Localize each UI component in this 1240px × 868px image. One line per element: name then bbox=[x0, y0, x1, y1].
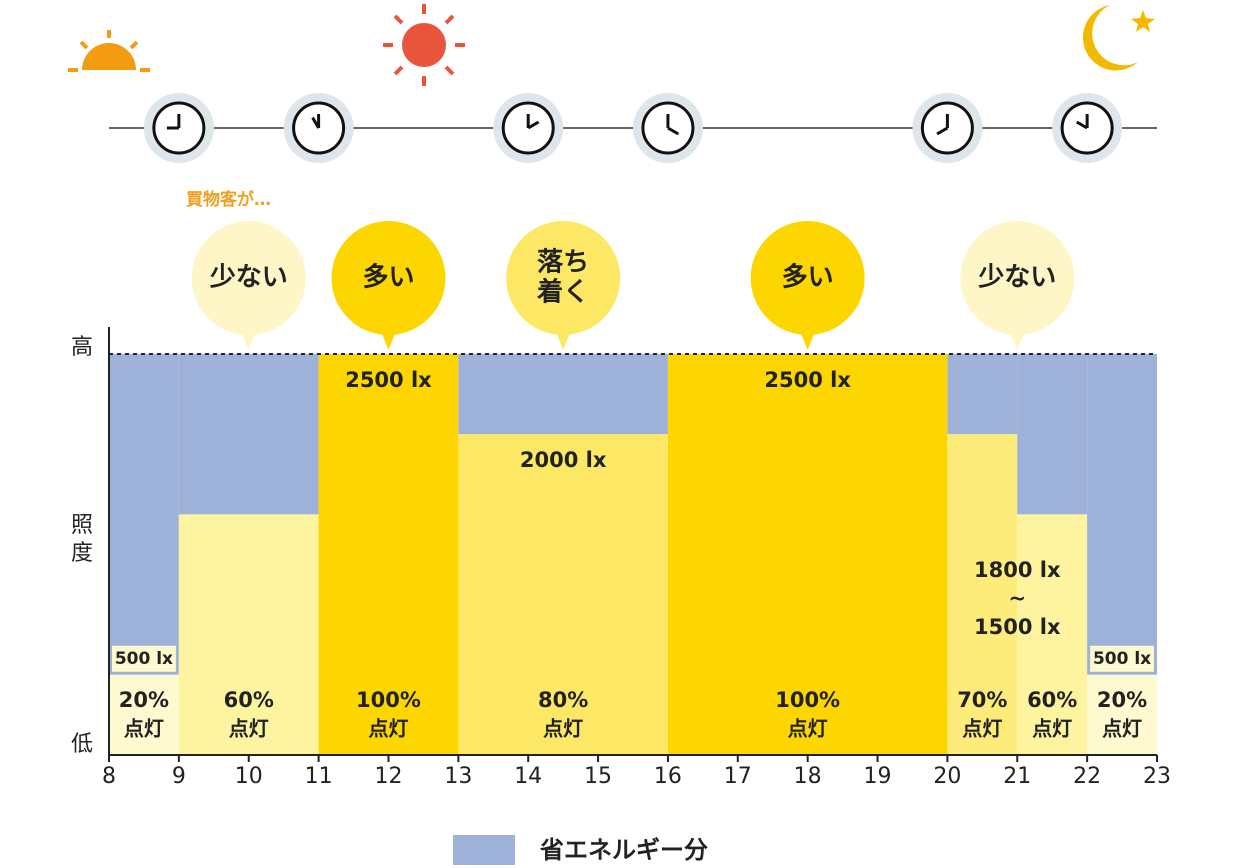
legend-swatch bbox=[453, 835, 515, 865]
lux-label: 2500 lx bbox=[345, 368, 432, 392]
lux-label-box bbox=[1090, 645, 1154, 672]
percent-label: 20% bbox=[1097, 688, 1147, 712]
energy-saving bbox=[947, 354, 1018, 435]
lit-label: 点灯 bbox=[1032, 717, 1072, 741]
x-tick-label: 19 bbox=[864, 764, 892, 789]
x-tick-label: 15 bbox=[584, 764, 612, 789]
bubble-label: 多い bbox=[782, 263, 834, 293]
percent-label: 100% bbox=[356, 688, 421, 712]
lit-label: 点灯 bbox=[788, 717, 828, 741]
x-tick-label: 16 bbox=[654, 764, 682, 789]
shoppers-title: 買物客が… bbox=[186, 189, 271, 210]
x-tick-label: 10 bbox=[235, 764, 263, 789]
clock-hour-hand bbox=[936, 126, 949, 136]
percent-label: 80% bbox=[538, 688, 588, 712]
percent-label: 20% bbox=[119, 688, 169, 712]
x-tick-label: 12 bbox=[374, 764, 402, 789]
bubble-pointer bbox=[799, 330, 816, 350]
x-tick-label: 22 bbox=[1073, 764, 1101, 789]
percent-label: 60% bbox=[1027, 688, 1077, 712]
x-tick-label: 23 bbox=[1143, 764, 1171, 789]
energy-saving bbox=[109, 354, 179, 675]
lit-label: 点灯 bbox=[543, 717, 583, 741]
percent-label: 100% bbox=[775, 688, 840, 712]
clocks bbox=[143, 93, 1123, 163]
lighting-bar bbox=[318, 354, 459, 755]
y-label-mid: 照度 bbox=[71, 513, 93, 566]
x-tick-label: 11 bbox=[305, 764, 333, 789]
x-tick-label: 9 bbox=[172, 764, 186, 789]
bubble-label: 落ち bbox=[537, 248, 589, 278]
bubble-pointer bbox=[555, 330, 572, 350]
x-tick-label: 14 bbox=[514, 764, 542, 789]
energy-saving bbox=[1087, 354, 1157, 675]
sun-icon bbox=[383, 4, 465, 86]
energy-saving bbox=[178, 354, 319, 515]
range-lux-label: 1800 lx bbox=[974, 558, 1061, 582]
x-tick-label: 20 bbox=[933, 764, 961, 789]
lighting-bar bbox=[1087, 674, 1157, 755]
bubble-label: 着く bbox=[536, 277, 589, 308]
lighting-bar bbox=[1017, 514, 1088, 755]
percent-label: 60% bbox=[224, 688, 274, 712]
y-label-low: 低 bbox=[71, 732, 93, 757]
lux-label: 500 lx bbox=[1093, 649, 1151, 669]
x-tick-label: 8 bbox=[102, 764, 116, 789]
x-tick-label: 13 bbox=[444, 764, 472, 789]
bubble bbox=[750, 221, 865, 335]
lux-label: 500 lx bbox=[115, 649, 173, 669]
bubble bbox=[506, 221, 621, 335]
range-lux-label: 1500 lx bbox=[974, 615, 1061, 639]
clock-hour-hand bbox=[667, 126, 680, 136]
bubble-label: 少ない bbox=[209, 263, 288, 293]
bubble-pointer bbox=[240, 330, 257, 350]
moon-icon bbox=[1082, 5, 1155, 71]
energy-saving bbox=[1017, 354, 1088, 515]
lit-label: 点灯 bbox=[124, 717, 164, 741]
bubble-pointer bbox=[380, 330, 397, 350]
sunrise-icon bbox=[68, 30, 150, 72]
lighting-bar bbox=[667, 354, 948, 755]
bubble bbox=[331, 221, 446, 335]
lighting-bar bbox=[947, 434, 1018, 755]
clock-hour-hand bbox=[527, 120, 540, 130]
lighting-bar bbox=[109, 674, 179, 755]
y-label-high: 高 bbox=[71, 335, 93, 360]
bubble-label: 少ない bbox=[977, 263, 1056, 293]
bubble bbox=[191, 221, 306, 335]
lit-label: 点灯 bbox=[368, 717, 408, 741]
lighting-bar bbox=[458, 434, 668, 755]
legend-label: 省エネルギー分 bbox=[539, 836, 708, 864]
lux-label-box bbox=[112, 645, 176, 672]
y-label-mid-char: 度 bbox=[71, 541, 93, 566]
bubble-label: 多い bbox=[362, 263, 414, 293]
lit-label: 点灯 bbox=[962, 717, 1002, 741]
lit-label: 点灯 bbox=[1102, 717, 1142, 741]
bubble-pointer bbox=[1009, 330, 1026, 350]
lux-label: 2500 lx bbox=[764, 368, 851, 392]
x-tick-label: 21 bbox=[1003, 764, 1031, 789]
percent-label: 70% bbox=[957, 688, 1007, 712]
lighting-bar bbox=[178, 514, 319, 755]
x-tick-label: 17 bbox=[724, 764, 752, 789]
bubble bbox=[960, 221, 1075, 335]
y-label-mid-char: 照 bbox=[71, 513, 93, 538]
clock-hour-hand bbox=[1075, 120, 1088, 130]
range-lux-label: ~ bbox=[1008, 587, 1026, 611]
lit-label: 点灯 bbox=[229, 717, 269, 741]
energy-saving bbox=[458, 354, 668, 435]
x-tick-label: 18 bbox=[794, 764, 822, 789]
lux-label: 2000 lx bbox=[520, 448, 607, 472]
